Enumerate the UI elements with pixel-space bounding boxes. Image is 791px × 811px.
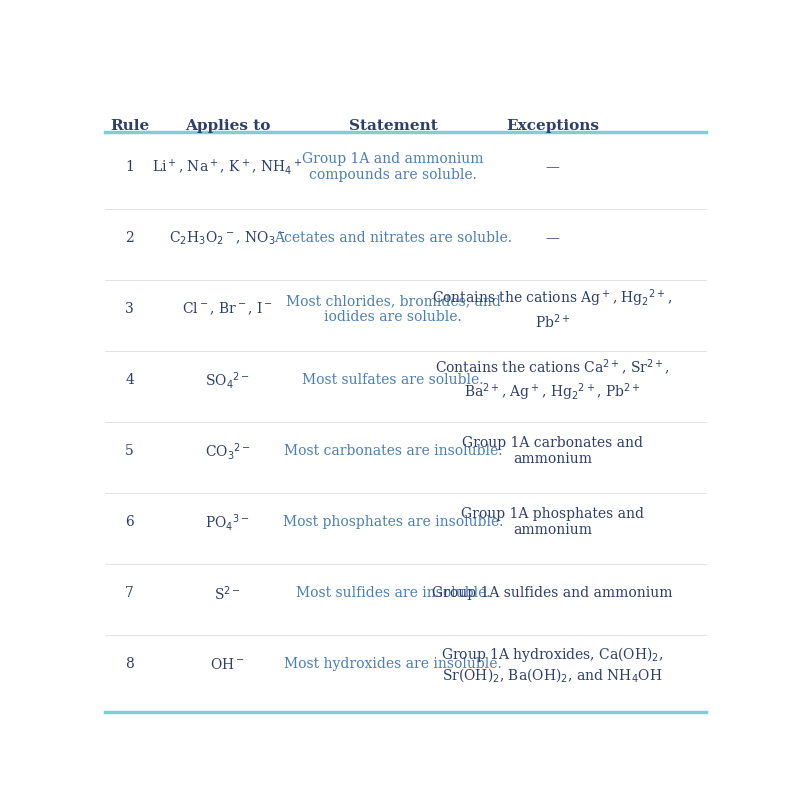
Text: 6: 6 <box>125 515 134 530</box>
Text: Most sulfides are insoluble.: Most sulfides are insoluble. <box>296 586 490 600</box>
Text: C$_2$H$_3$O$_2$$^-$, NO$_3$$^-$: C$_2$H$_3$O$_2$$^-$, NO$_3$$^-$ <box>169 230 286 247</box>
Text: 7: 7 <box>125 586 134 600</box>
Text: Statement: Statement <box>349 119 437 133</box>
Text: S$^{2-}$: S$^{2-}$ <box>214 584 241 603</box>
Text: Group 1A phosphates and
ammonium: Group 1A phosphates and ammonium <box>461 507 644 538</box>
Text: 5: 5 <box>125 444 134 458</box>
Text: Li$^+$, Na$^+$, K$^+$, NH$_4$$^+$: Li$^+$, Na$^+$, K$^+$, NH$_4$$^+$ <box>153 157 303 177</box>
Text: Most carbonates are insoluble.: Most carbonates are insoluble. <box>284 444 502 458</box>
Text: 8: 8 <box>125 658 134 672</box>
Text: Contains the cations Ca$^{2+}$, Sr$^{2+}$,
Ba$^{2+}$, Ag$^+$, Hg$_2$$^{2+}$, Pb$: Contains the cations Ca$^{2+}$, Sr$^{2+}… <box>435 358 670 402</box>
Text: 1: 1 <box>125 161 134 174</box>
Text: Most phosphates are insoluble.: Most phosphates are insoluble. <box>283 515 503 530</box>
Text: —: — <box>546 231 559 245</box>
Text: Group 1A hydroxides, Ca(OH)$_2$,
Sr(OH)$_2$, Ba(OH)$_2$, and NH$_4$OH: Group 1A hydroxides, Ca(OH)$_2$, Sr(OH)$… <box>441 645 664 684</box>
Text: Applies to: Applies to <box>185 119 271 133</box>
Text: PO$_4$$^{3-}$: PO$_4$$^{3-}$ <box>205 512 250 533</box>
Text: Most chlorides, bromides, and
iodides are soluble.: Most chlorides, bromides, and iodides ar… <box>286 294 501 324</box>
Text: 4: 4 <box>125 373 134 388</box>
Text: Group 1A sulfides and ammonium: Group 1A sulfides and ammonium <box>432 586 673 600</box>
Text: 2: 2 <box>125 231 134 245</box>
Text: Group 1A carbonates and
ammonium: Group 1A carbonates and ammonium <box>462 436 643 466</box>
Text: Most hydroxides are insoluble.: Most hydroxides are insoluble. <box>284 658 502 672</box>
Text: OH$^-$: OH$^-$ <box>210 657 245 672</box>
Text: Group 1A and ammonium
compounds are soluble.: Group 1A and ammonium compounds are solu… <box>302 152 484 182</box>
Text: CO$_3$$^{2-}$: CO$_3$$^{2-}$ <box>205 441 251 461</box>
Text: —: — <box>546 161 559 174</box>
Text: Cl$^-$, Br$^-$, I$^-$: Cl$^-$, Br$^-$, I$^-$ <box>182 301 273 317</box>
Text: Acetates and nitrates are soluble.: Acetates and nitrates are soluble. <box>274 231 512 245</box>
Text: Contains the cations Ag$^+$, Hg$_2$$^{2+}$,
Pb$^{2+}$: Contains the cations Ag$^+$, Hg$_2$$^{2+… <box>433 288 672 331</box>
Text: Rule: Rule <box>110 119 149 133</box>
Text: SO$_4$$^{2-}$: SO$_4$$^{2-}$ <box>205 370 250 391</box>
Text: 3: 3 <box>125 303 134 316</box>
Text: Most sulfates are soluble.: Most sulfates are soluble. <box>302 373 484 388</box>
Text: Exceptions: Exceptions <box>506 119 599 133</box>
